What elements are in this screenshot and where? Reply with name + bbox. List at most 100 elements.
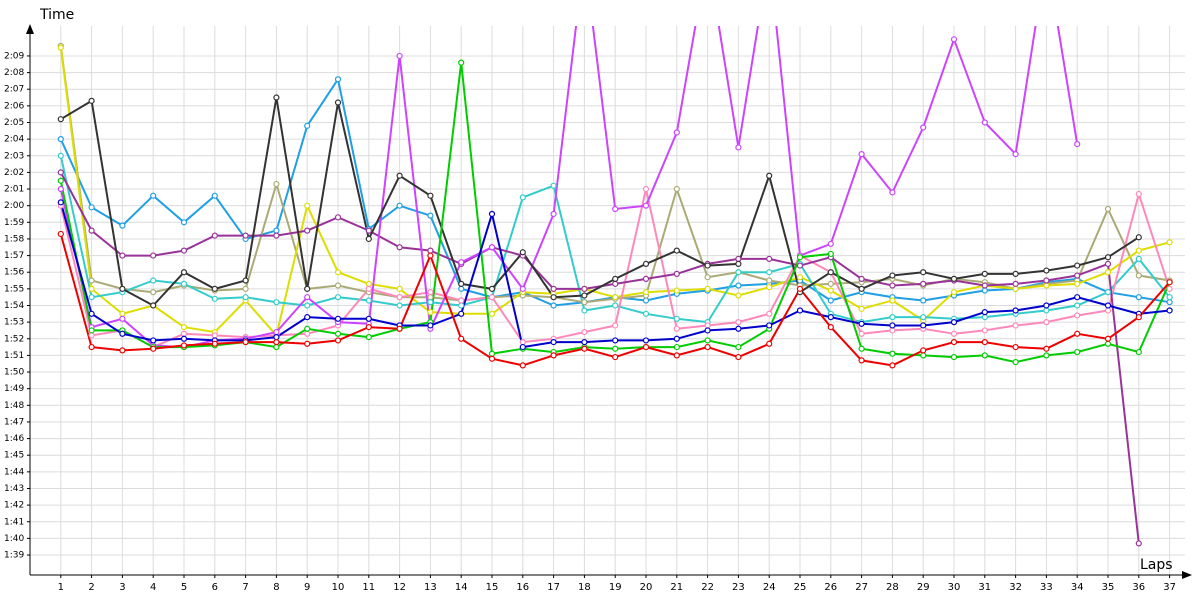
x-tick-label: 18 [578, 582, 591, 593]
plot-area [57, 26, 1173, 547]
data-point [920, 280, 927, 287]
y-tick-label: 1:41 [4, 517, 24, 527]
y-tick-label: 2:05 [4, 118, 24, 128]
data-point [1074, 294, 1081, 301]
y-tick-label: 1:45 [4, 451, 24, 461]
data-point [673, 185, 680, 193]
data-point [334, 99, 342, 106]
data-point [612, 205, 619, 213]
data-point [1074, 312, 1081, 319]
data-point [550, 182, 557, 189]
data-point [273, 232, 280, 239]
data-point [1166, 294, 1173, 301]
y-tick-label: 1:53 [4, 318, 24, 328]
data-point [57, 177, 64, 184]
data-point [1043, 319, 1050, 326]
data-point [612, 345, 619, 352]
data-point [673, 325, 680, 332]
data-point [180, 335, 188, 342]
data-point [1043, 282, 1050, 289]
data-point [57, 169, 64, 176]
data-point [673, 335, 680, 342]
data-point [1074, 330, 1081, 337]
data-point [981, 119, 988, 126]
data-point [334, 76, 342, 83]
data-point [1043, 352, 1050, 359]
y-tick-label: 1:57 [4, 251, 24, 261]
data-point [273, 334, 280, 341]
data-point [427, 289, 434, 296]
data-point [612, 353, 619, 361]
data-point [796, 254, 804, 261]
data-point [735, 282, 742, 289]
data-point [1012, 151, 1019, 158]
x-tick-label: 29 [917, 582, 930, 593]
data-point [1104, 269, 1112, 276]
data-point [1135, 272, 1142, 279]
data-point [550, 210, 557, 218]
data-point [1104, 335, 1112, 342]
data-point [304, 314, 311, 321]
x-tick-label: 10 [332, 582, 345, 593]
data-point [119, 222, 126, 229]
y-tick-label: 2:04 [4, 135, 24, 145]
data-point [57, 230, 64, 238]
x-tick-label: 30 [948, 582, 961, 593]
data-point [1012, 285, 1019, 292]
data-point [334, 282, 342, 289]
data-point [1166, 279, 1173, 286]
data-point [211, 232, 218, 239]
x-tick-label: 20 [640, 582, 653, 593]
data-point [304, 285, 311, 292]
data-point [519, 285, 526, 292]
y-tick-label: 2:08 [4, 68, 24, 78]
x-tick-label: 11 [362, 582, 375, 593]
data-point [735, 255, 742, 263]
data-point [1043, 277, 1050, 284]
data-point [858, 275, 865, 282]
data-point [1135, 247, 1142, 254]
data-point [920, 124, 927, 131]
data-point [1166, 285, 1173, 292]
x-tick-label: 35 [1102, 582, 1115, 593]
data-point [304, 340, 311, 347]
data-point [581, 345, 588, 352]
x-tick-label: 21 [670, 582, 683, 593]
data-point [519, 343, 526, 351]
data-point [211, 285, 218, 292]
data-point [858, 330, 865, 337]
data-point [858, 320, 865, 327]
x-tick-label: 15 [486, 582, 499, 593]
data-point [612, 322, 619, 329]
data-point [57, 152, 64, 159]
data-point [119, 310, 126, 317]
data-point [242, 232, 249, 239]
data-point [211, 295, 218, 302]
data-point [950, 275, 958, 282]
data-point [673, 270, 680, 277]
data-point [304, 294, 311, 301]
x-tick-label: 32 [1009, 582, 1022, 593]
data-point [396, 285, 403, 292]
data-point [1012, 307, 1019, 314]
data-point [1135, 190, 1142, 198]
y-tick-label: 1:56 [4, 268, 24, 278]
data-point [1012, 270, 1019, 277]
data-point [1135, 234, 1142, 241]
x-tick-label: 22 [701, 582, 714, 593]
y-tick-label: 1:59 [4, 218, 24, 228]
data-point [1012, 280, 1019, 287]
data-point [673, 247, 680, 254]
x-tick-label: 4 [150, 582, 156, 593]
data-point [796, 285, 804, 292]
data-point [150, 252, 157, 259]
x-tick-label: 27 [855, 582, 868, 593]
data-point [981, 287, 988, 294]
y-tick-label: 1:49 [4, 384, 24, 394]
data-point [242, 294, 249, 301]
data-point [88, 285, 95, 292]
data-point [119, 285, 126, 292]
x-axis-title: Laps [1140, 557, 1173, 573]
data-point [88, 294, 95, 301]
data-point [334, 337, 342, 344]
